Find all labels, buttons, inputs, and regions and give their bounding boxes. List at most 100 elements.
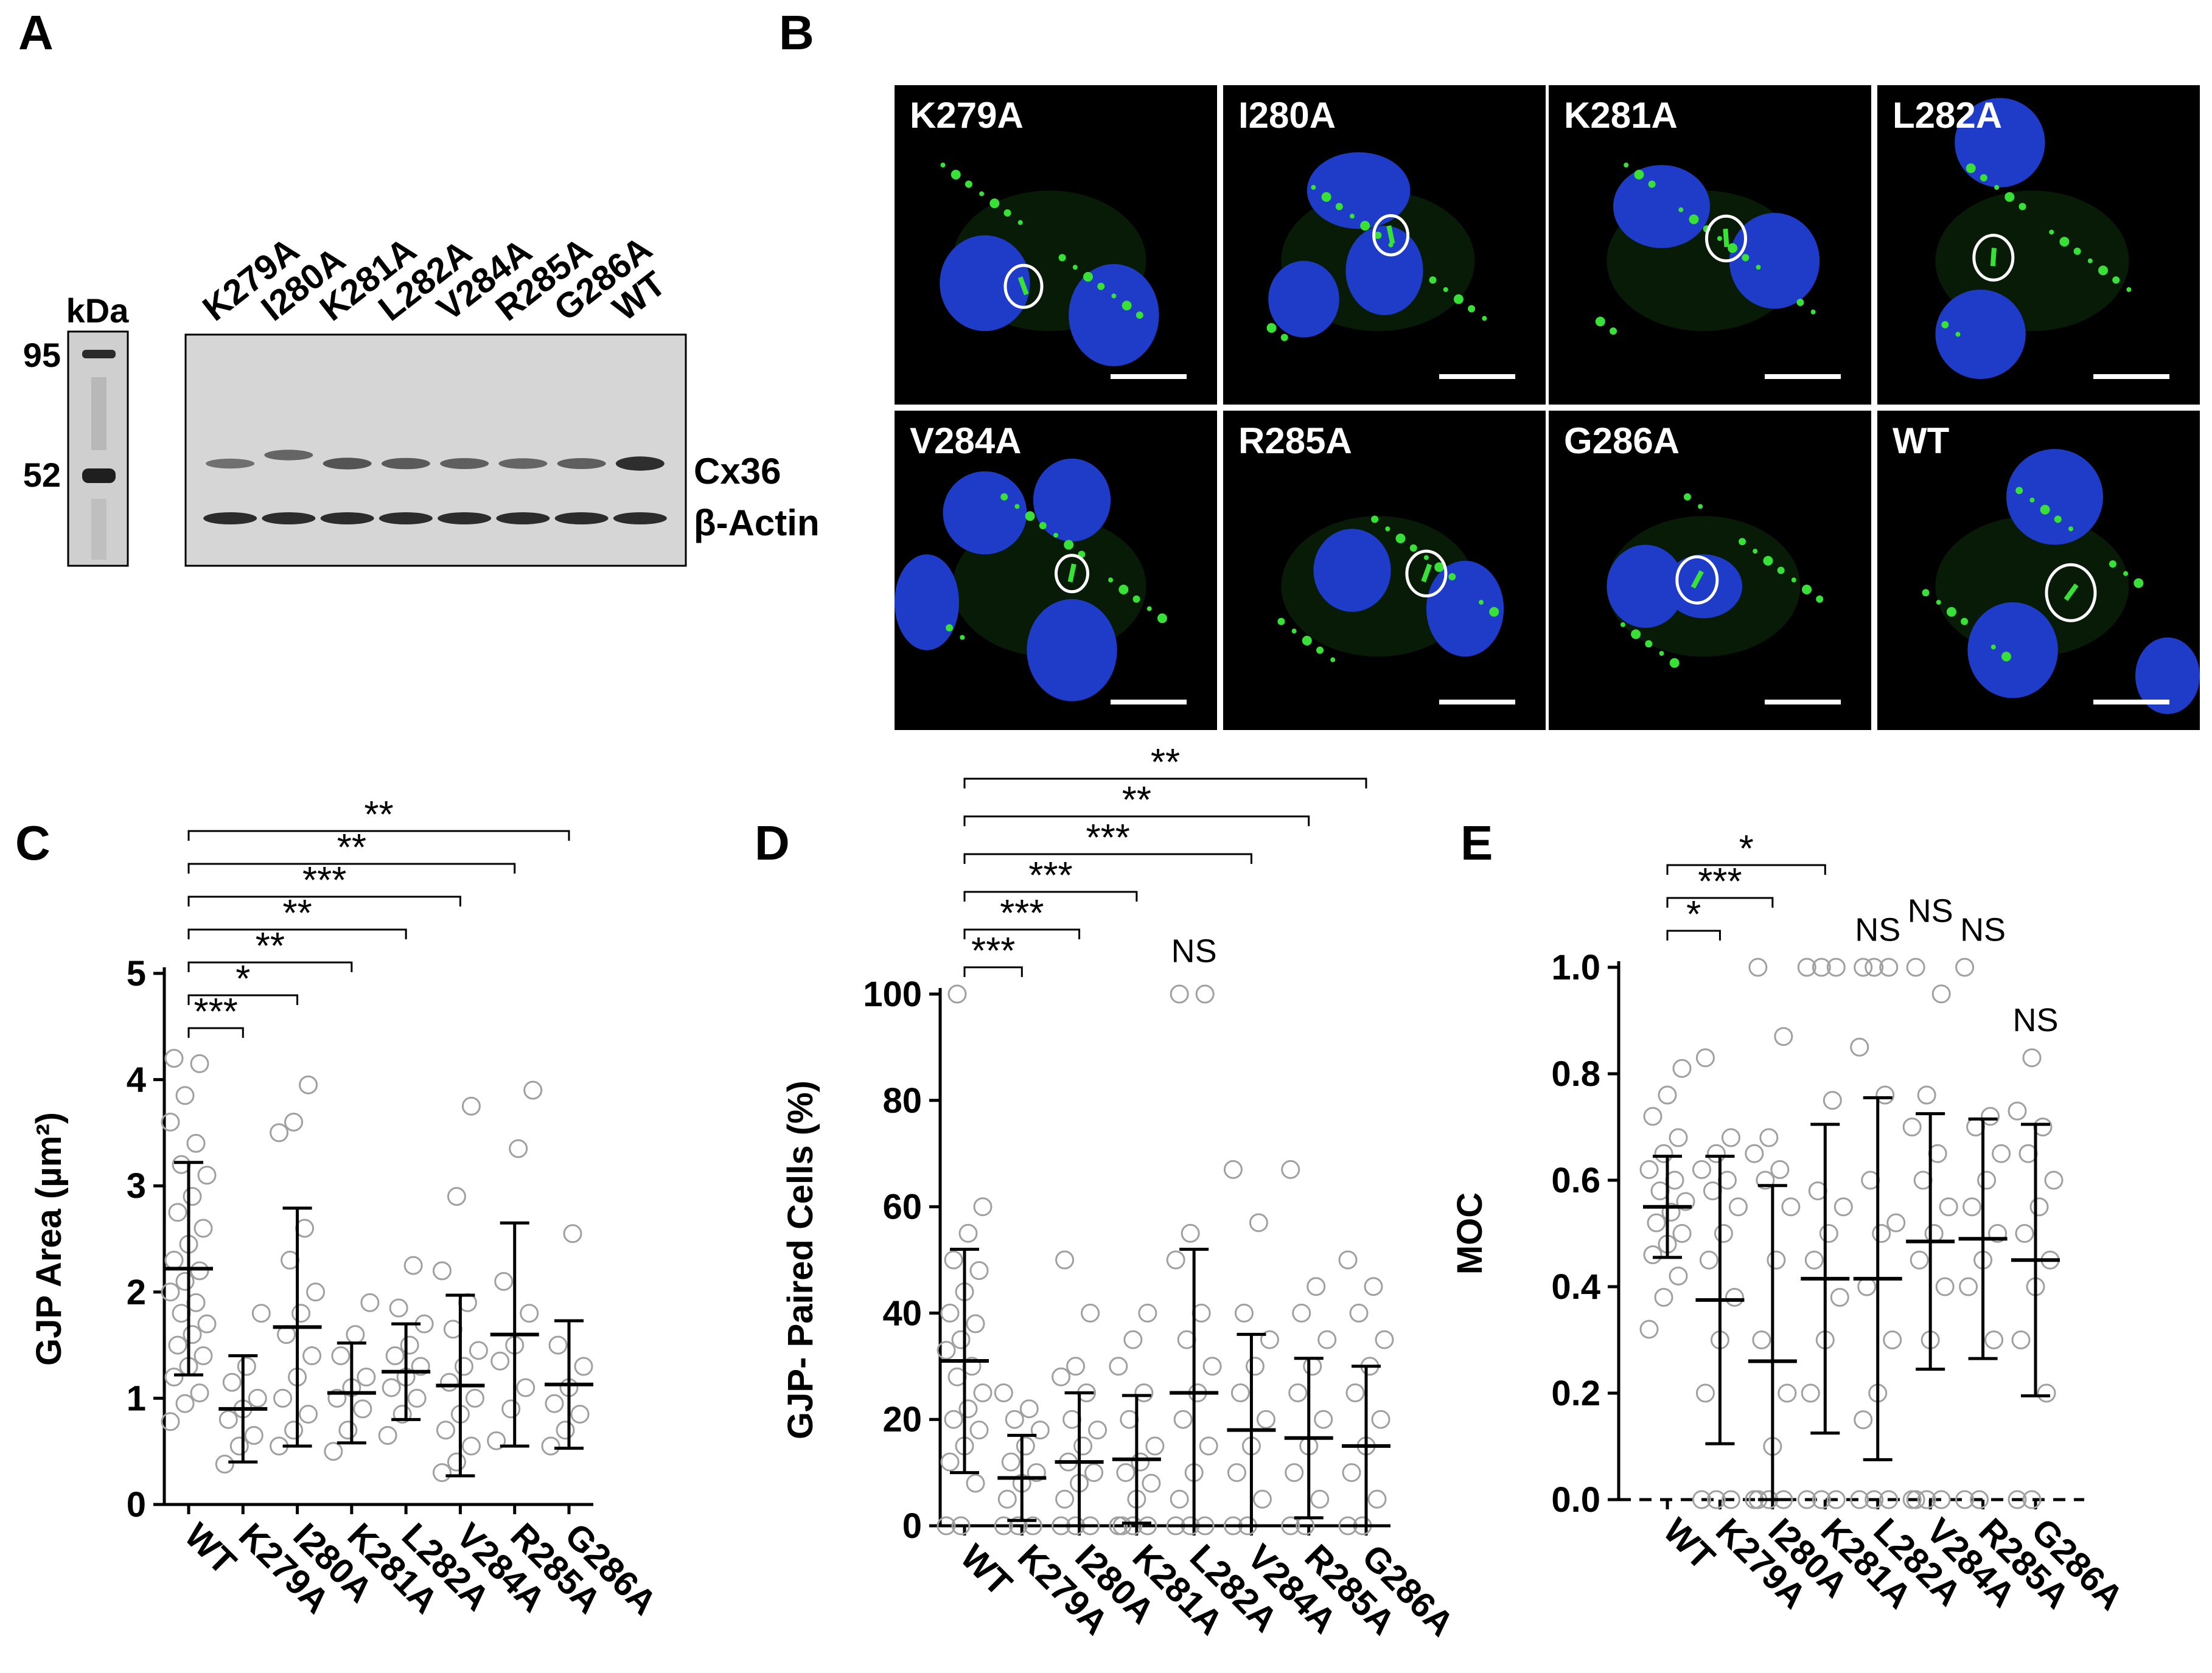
data-point	[400, 1335, 419, 1355]
marker-lane	[67, 330, 129, 567]
data-point	[190, 1261, 209, 1281]
significance-bracket	[1666, 897, 1774, 908]
micrograph-label: K281A	[1564, 95, 1678, 136]
cx36-band	[498, 458, 548, 469]
cx36-punctum	[1816, 595, 1824, 603]
cx36-punctum	[2001, 652, 2011, 662]
actin-band	[554, 512, 609, 524]
data-point	[1910, 1250, 1929, 1270]
cx36-punctum	[1118, 585, 1129, 594]
data-point	[1883, 1330, 1902, 1349]
data-point	[487, 1431, 506, 1450]
data-point	[1830, 1288, 1849, 1307]
data-point	[966, 1314, 985, 1334]
gjp-circle	[1003, 263, 1044, 309]
cx36-punctum	[940, 162, 946, 168]
significance-bracket	[187, 928, 407, 939]
data-point	[1981, 1107, 2000, 1126]
cx36-punctum	[1479, 600, 1484, 605]
y-axis-label: GJP- Paired Cells (%)	[781, 1080, 820, 1439]
data-point	[1935, 1277, 1955, 1296]
nucleus	[1935, 290, 2026, 379]
cx36-punctum	[1669, 658, 1680, 668]
gap-junction-plaque	[1386, 225, 1395, 245]
cx36-punctum	[1955, 332, 1961, 337]
data-point	[461, 1096, 481, 1116]
cx36-punctum	[1039, 522, 1047, 529]
data-point	[432, 1463, 452, 1483]
data-point	[1345, 1383, 1365, 1402]
data-point	[994, 1383, 1013, 1402]
data-point	[1745, 1144, 1764, 1163]
cx36-punctum	[1966, 163, 1976, 173]
significance-label: *	[1739, 828, 1754, 870]
data-point	[1706, 1490, 1726, 1509]
cx36-punctum	[1146, 606, 1152, 611]
cx36-punctum	[1277, 617, 1285, 625]
cx36-punctum	[2004, 192, 2015, 202]
significance-label: ***	[1028, 855, 1072, 897]
data-point	[2022, 1490, 2042, 1509]
data-point	[1721, 1490, 1740, 1509]
cx36-punctum	[2073, 248, 2081, 255]
data-point	[1699, 1250, 1718, 1270]
cx36-punctum	[1321, 192, 1331, 202]
nucleus	[2135, 637, 2200, 714]
data-point	[432, 1261, 452, 1281]
cx36-punctum	[1756, 265, 1761, 270]
scale-bar	[1439, 700, 1515, 704]
data-point	[2011, 1330, 2031, 1349]
data-point	[1833, 1197, 1853, 1217]
cx36-band	[206, 458, 255, 469]
cx36-punctum	[1739, 538, 1746, 546]
y-tick-label: 2	[127, 1273, 146, 1312]
nucleus	[1664, 554, 1742, 619]
gjp-circle	[1372, 214, 1410, 257]
significance-label: ***	[194, 991, 237, 1033]
micrograph-label: R285A	[1238, 420, 1352, 461]
y-tick-label: 0	[127, 1485, 146, 1525]
blot-membrane	[184, 333, 687, 567]
cx36-punctum	[1122, 301, 1132, 311]
data-point	[2044, 1170, 2064, 1190]
data-point	[1227, 1463, 1246, 1483]
significance-label: ***	[302, 860, 346, 902]
data-point	[2029, 1197, 2049, 1217]
significance-bracket	[963, 853, 1252, 864]
data-point	[1879, 958, 1899, 977]
data-point	[958, 1399, 978, 1419]
data-point	[1695, 1383, 1715, 1403]
data-point	[393, 1405, 412, 1424]
cx36-punctum	[1468, 305, 1476, 313]
data-point	[1084, 1463, 1104, 1483]
y-tick-label: 40	[882, 1293, 922, 1333]
data-point	[969, 1261, 989, 1280]
data-point	[2015, 1224, 2034, 1243]
micrograph-label: WT	[1893, 420, 1949, 461]
significance-bracket	[1666, 930, 1721, 941]
data-point	[1977, 1170, 1997, 1190]
data-point	[973, 1383, 993, 1402]
data-point	[270, 1123, 289, 1143]
data-point	[944, 1250, 963, 1270]
cx36-punctum	[1489, 607, 1499, 617]
panel-letter-a: A	[18, 5, 54, 60]
cx36-punctum	[1482, 316, 1487, 321]
data-point	[1016, 1436, 1035, 1456]
cx36-punctum	[1000, 493, 1008, 501]
data-point	[186, 1133, 206, 1153]
data-point	[331, 1346, 351, 1366]
cx36-punctum	[1610, 327, 1617, 335]
actin-band	[262, 512, 316, 524]
gap-junction-plaque	[2064, 583, 2079, 601]
cx36-punctum	[1350, 214, 1355, 219]
scale-bar	[1111, 700, 1187, 704]
y-tick-label: 0.0	[1551, 1480, 1600, 1520]
ns-label: NS	[1960, 911, 2006, 948]
data-point	[378, 1426, 397, 1445]
data-point	[1955, 1490, 1975, 1509]
gap-junction-plaque	[1690, 570, 1704, 589]
ns-label: NS	[2012, 1002, 2058, 1038]
data-point	[1260, 1330, 1279, 1349]
data-point	[1338, 1250, 1358, 1270]
